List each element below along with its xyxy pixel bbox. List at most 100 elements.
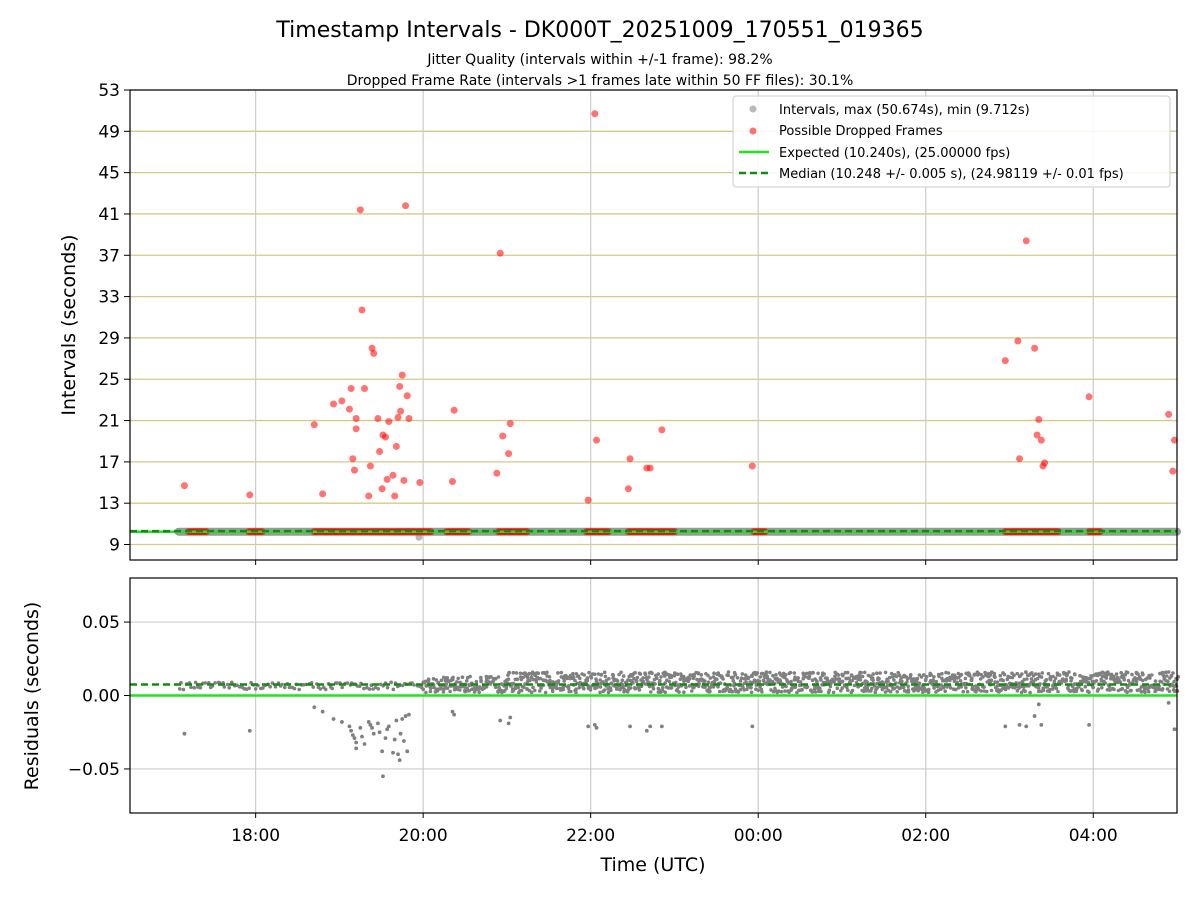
residual-point: [213, 681, 217, 685]
residual-point: [380, 749, 385, 754]
residual-point: [810, 678, 815, 682]
residual-point: [561, 687, 566, 692]
dropped-frame-point: [450, 406, 458, 414]
residual-point: [625, 690, 630, 694]
residual-point: [554, 686, 559, 691]
residual-point: [357, 684, 362, 689]
residual-point: [749, 685, 753, 690]
residual-point: [979, 689, 983, 693]
residual-point: [789, 679, 793, 684]
residual-point: [926, 690, 931, 694]
dropped-frame-point: [1037, 436, 1045, 444]
residual-point: [785, 678, 789, 682]
dropped-frame-point: [381, 433, 389, 441]
dropped-frame-point: [392, 442, 400, 450]
residual-point: [203, 681, 208, 685]
residual-point: [712, 671, 716, 675]
residual-point: [778, 679, 783, 684]
residual-point: [508, 715, 513, 720]
residual-point: [1160, 670, 1165, 675]
residual-point: [506, 677, 511, 681]
residual-point: [632, 676, 636, 681]
residual-point: [871, 678, 875, 683]
intervals-y-label: Intervals (seconds): [58, 234, 80, 415]
residual-point: [596, 672, 601, 676]
residual-point: [607, 677, 611, 681]
y-tick-label: 0.00: [82, 687, 120, 707]
residual-point: [946, 671, 951, 675]
residual-point: [703, 679, 707, 683]
residual-point: [345, 681, 350, 685]
residual-point: [362, 686, 366, 691]
residual-point: [455, 680, 459, 684]
residual-point: [818, 676, 823, 680]
residual-point: [1160, 687, 1165, 691]
residual-point: [783, 689, 787, 693]
residual-point: [383, 736, 388, 740]
residual-point: [1107, 684, 1112, 689]
residual-point: [761, 671, 765, 676]
residual-point: [756, 688, 760, 693]
residual-point: [464, 679, 469, 683]
residual-point: [1143, 690, 1147, 695]
residual-point: [740, 672, 745, 676]
residual-point: [572, 675, 576, 679]
residual-point: [472, 690, 477, 694]
residual-point: [915, 676, 920, 681]
residual-point: [1166, 679, 1170, 684]
residual-point: [858, 678, 863, 682]
residual-point: [807, 676, 811, 680]
residual-point: [1172, 727, 1177, 732]
residual-point: [709, 682, 714, 687]
residual-point: [989, 678, 994, 683]
residual-point: [690, 689, 694, 693]
residual-point: [758, 685, 762, 689]
dropped-frame-point: [403, 392, 411, 400]
residual-point: [1033, 672, 1038, 676]
dropped-frame-point: [499, 432, 507, 440]
dropped-frame-point: [370, 349, 378, 357]
residual-point: [839, 689, 843, 693]
residual-point: [860, 674, 865, 679]
residual-point: [253, 687, 258, 691]
residual-point: [995, 680, 1000, 684]
residual-point: [922, 673, 926, 677]
residual-point: [1167, 689, 1172, 694]
residual-point: [507, 671, 511, 675]
dropped-frame-point: [358, 306, 366, 314]
dropped-frame-point: [405, 414, 413, 422]
residual-point: [582, 673, 587, 677]
residual-point: [178, 687, 182, 691]
chart-subtitle-dropped: Dropped Frame Rate (intervals >1 frames …: [347, 73, 854, 89]
residual-point: [748, 680, 752, 684]
residual-point: [439, 678, 444, 683]
residual-point: [444, 682, 449, 687]
residual-point: [360, 734, 364, 739]
residual-point: [783, 675, 787, 680]
residual-point: [189, 685, 193, 689]
residual-point: [376, 687, 381, 691]
residual-point: [589, 675, 594, 680]
residual-point: [716, 684, 720, 689]
residual-point: [620, 678, 625, 682]
residual-point: [726, 673, 731, 678]
residual-point: [739, 676, 744, 680]
residual-point: [582, 686, 586, 691]
residuals-frame: [129, 577, 1178, 814]
residual-point: [403, 714, 408, 718]
residual-point: [677, 690, 681, 694]
residual-point: [394, 718, 399, 723]
residual-point: [385, 685, 390, 690]
residual-point: [696, 671, 700, 676]
residual-point: [968, 673, 972, 678]
dropped-frame-point: [646, 464, 654, 472]
residuals-y-axis: 0.05 0.00 −0.05: [68, 613, 130, 780]
residual-point: [934, 679, 939, 684]
residual-point: [988, 673, 993, 677]
residual-point: [769, 688, 773, 692]
residual-point: [948, 678, 952, 683]
residual-point: [350, 733, 355, 738]
residual-point: [1078, 673, 1082, 678]
residual-point: [386, 724, 391, 729]
dropped-frame-point: [1001, 357, 1009, 365]
